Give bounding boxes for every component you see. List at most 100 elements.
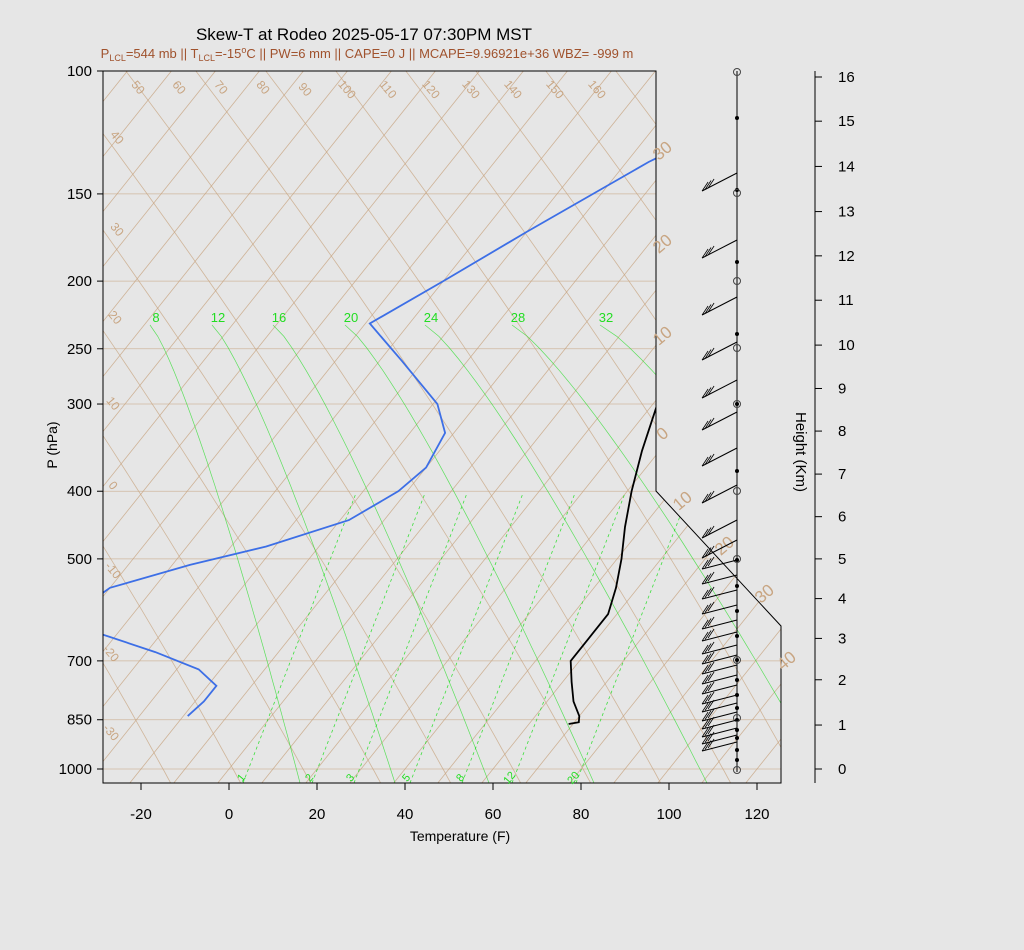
- wind-dot: [735, 609, 739, 613]
- mixing-ratio-label: 32: [599, 310, 613, 325]
- moist-adiabat: [211, 324, 396, 783]
- wind-barb-staff: [701, 574, 738, 585]
- wind-barb-staff: [701, 674, 738, 685]
- height-tick-label: 7: [838, 466, 846, 483]
- wind-barb: [701, 616, 738, 630]
- wind-barb: [701, 296, 738, 316]
- isotherm: [216, 71, 781, 783]
- wind-barb-feather: [701, 684, 709, 695]
- dry-adiabat: [103, 71, 172, 783]
- wind-barb-feather: [707, 385, 715, 396]
- mixing-ratio-label: 5: [400, 772, 413, 784]
- wind-barb-feather: [701, 388, 709, 399]
- dry-adiabat: [731, 71, 781, 783]
- isotherm: [612, 71, 781, 783]
- y-tick-label: 200: [67, 273, 92, 290]
- wind-barb-feather: [701, 702, 709, 713]
- wind-barb-feather: [707, 302, 715, 313]
- isotherm: [877, 39, 1024, 784]
- height-tick-label: 9: [838, 380, 846, 397]
- moist-adiabat: [344, 324, 595, 783]
- y-tick-label: 400: [67, 483, 92, 500]
- isotherm: [103, 71, 418, 783]
- isotherm: [304, 71, 781, 783]
- isotherm-label: 80: [253, 78, 273, 97]
- wind-barb-staff: [701, 484, 738, 504]
- wind-barb-feather: [707, 616, 715, 627]
- isotherm: [392, 71, 781, 783]
- wind-barb-feather: [704, 683, 712, 693]
- height-tick-label: 2: [838, 672, 846, 689]
- dry-adiabat: [802, 39, 1024, 784]
- wind-calm-circle: [733, 766, 741, 774]
- wind-barb-feather: [707, 545, 715, 556]
- mixing-ratio-label: 20: [565, 770, 582, 787]
- isotherm-label: 90: [295, 80, 315, 99]
- wind-barb-feather: [707, 708, 715, 719]
- wind-barb-feather: [707, 671, 715, 682]
- wind-dot: [735, 584, 739, 588]
- grid-layer: [103, 39, 1024, 784]
- wind-barb-feather: [704, 710, 712, 720]
- isotherm: [656, 71, 781, 783]
- wind-barb: [701, 484, 738, 504]
- wind-calm-circle: [733, 656, 741, 664]
- wind-barb-feather: [701, 719, 709, 730]
- dry-adiabat: [103, 71, 242, 783]
- dry-adiabat: [872, 39, 1024, 784]
- isotherm: [128, 71, 726, 783]
- dry-adiabat: [521, 71, 781, 783]
- wind-barb-feather: [701, 548, 709, 559]
- wind-barb: [701, 172, 738, 192]
- wind-barb-feather: [701, 711, 709, 722]
- mixing-ratio-label: 8: [454, 772, 467, 784]
- wind-barb-feather: [701, 350, 709, 361]
- x-tick-label: -20: [130, 806, 152, 823]
- wind-barb-feather: [701, 248, 709, 259]
- wind-barb: [701, 691, 738, 705]
- y-tick-label: 150: [67, 186, 92, 203]
- wind-barb: [701, 731, 738, 745]
- dry-adiabat: [103, 71, 382, 783]
- wind-barb-feather: [704, 603, 712, 613]
- wind-barb-feather: [704, 180, 712, 190]
- wind-barb-feather: [704, 653, 712, 663]
- isotherm: [700, 71, 781, 783]
- wind-barb: [701, 239, 738, 259]
- wind-barb-staff: [701, 664, 738, 675]
- mixing-ratio-label: 16: [272, 310, 286, 325]
- wind-barb-feather: [701, 741, 709, 752]
- wind-barb-feather: [707, 724, 715, 735]
- isotherm-label: 40: [773, 647, 800, 674]
- wind-barb-staff: [701, 239, 738, 259]
- isotherm: [103, 71, 286, 783]
- isotherm: [172, 71, 770, 783]
- wind-barb-feather: [704, 693, 712, 703]
- wind-barb-feather: [701, 619, 709, 630]
- wind-barb-feather: [704, 387, 712, 397]
- isotherm: [103, 71, 198, 783]
- isotherm: [833, 39, 1024, 784]
- wind-barb: [701, 724, 738, 738]
- wind-barb-feather: [704, 726, 712, 736]
- isotherm: [103, 71, 506, 783]
- mixing-ratio-label: 12: [501, 770, 518, 787]
- wind-dot: [735, 402, 739, 406]
- wind-barb-staff: [701, 411, 738, 431]
- wind-barb-feather: [707, 586, 715, 597]
- wind-barb-feather: [701, 727, 709, 738]
- wind-barb: [701, 671, 738, 685]
- isotherm-label: 20: [105, 308, 125, 327]
- wind-barb-staff: [701, 654, 738, 665]
- wind-barb-feather: [701, 631, 709, 642]
- mixing-ratio-label: 20: [344, 310, 358, 325]
- wind-barb-feather: [704, 419, 712, 429]
- wind-barb: [701, 556, 738, 570]
- wind-barb-feather: [704, 630, 712, 640]
- wind-barb-feather: [707, 571, 715, 582]
- wind-barb-feather: [704, 247, 712, 257]
- dry-adiabat: [103, 71, 452, 783]
- x-tick-label: 0: [225, 806, 233, 823]
- mixing-ratio-line: [353, 492, 468, 783]
- wind-barb-feather: [701, 305, 709, 316]
